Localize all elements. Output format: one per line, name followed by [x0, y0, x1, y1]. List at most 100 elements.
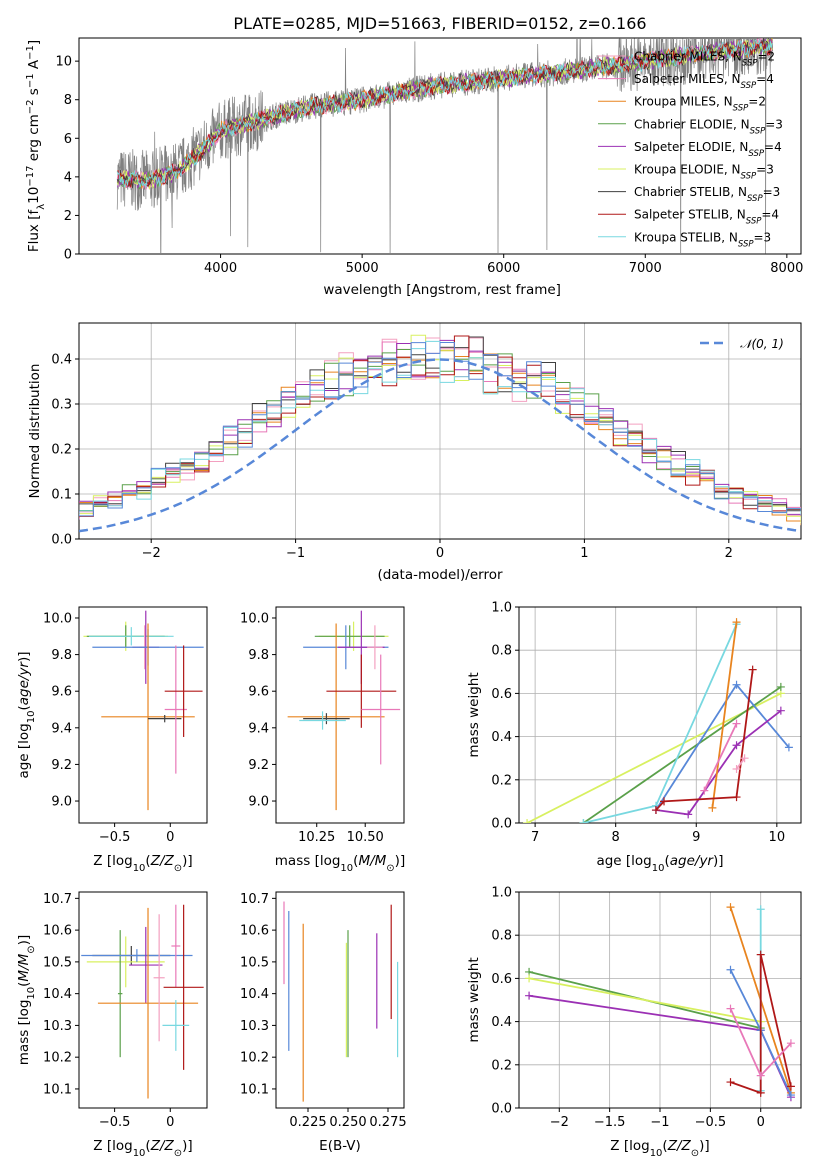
label-part: ⊙ [691, 1148, 699, 1159]
legend-value: =2 [757, 50, 775, 64]
y-tick-label: 0.4 [51, 353, 72, 368]
legend-entry: Kroupa STELIB, NSSP=3 [634, 230, 771, 249]
label-part: )] [699, 1138, 710, 1154]
x-axis-label: E(B-V) [319, 1138, 361, 1154]
errorbar [101, 623, 195, 811]
label-part: Z/Z [150, 853, 175, 869]
errorbar [163, 904, 204, 1070]
y-tick-label: 1.0 [491, 601, 512, 616]
y-tick-label: 10.6 [43, 924, 72, 939]
x-tick-label: 0 [166, 1115, 174, 1130]
y-tick-label: 9.8 [51, 648, 72, 663]
weight-marker [786, 1039, 795, 1048]
weight-marker [756, 1071, 765, 1080]
y-tick-label: 10.2 [43, 1051, 72, 1066]
x-tick-label: 8 [612, 830, 620, 845]
legend-value: =2 [748, 95, 766, 109]
weight-series-line [703, 723, 738, 791]
y-tick-label: 0.0 [491, 817, 512, 832]
residual-histogram-step [79, 335, 801, 519]
x-tick-label: 10 [769, 830, 786, 845]
weight-marker [756, 905, 765, 914]
legend-name: Salpeter ELODIE, N [634, 140, 748, 154]
label-part: −2 [25, 99, 36, 114]
weight-marker [726, 903, 735, 912]
age-vs-mass-panel: 10.25 10.50 9.0 9.2 9.4 9.6 9.8 10.0 mass [log10… [240, 606, 405, 874]
x-tick-label: 7 [531, 830, 539, 845]
label-part: −17 [25, 166, 36, 187]
errorbars [81, 904, 204, 1099]
legend-entry: Chabrier ELODIE, NSSP=3 [634, 117, 783, 136]
label-part: mass [log [16, 1000, 32, 1066]
y-tick-label: 0.2 [491, 1058, 512, 1073]
y-tick-label: 10.0 [240, 611, 269, 626]
legend-name: Chabrier MILES, N [634, 50, 742, 64]
weight-series-line [655, 709, 782, 816]
weight-marker [726, 1004, 735, 1013]
x-tick-label: 8000 [770, 261, 803, 276]
mass-vs-metallicity-panel: −0.5 010.110.210.310.410.510.610.7Z [log1… [16, 891, 208, 1159]
legend-name: Kroupa MILES, N [634, 95, 733, 109]
weight-series-line [730, 954, 792, 1095]
label-part: ⊙ [174, 1148, 182, 1159]
legend-sub: SSP [747, 194, 763, 204]
x-tick-label: 1 [580, 546, 588, 561]
y-tick-label: 9.4 [51, 721, 72, 736]
x-tick-label: −0.5 [695, 1115, 727, 1130]
spectrum-traces [116, 38, 774, 254]
x-tick-label: 6000 [487, 261, 520, 276]
legend-value: =4 [761, 208, 779, 222]
x-tick-label: 0 [436, 546, 444, 561]
label-part: age [log [16, 723, 32, 778]
legend-entry: Salpeter STELIB, NSSP=4 [634, 208, 779, 227]
weight-marker [786, 1091, 795, 1100]
x-tick-label: −1 [650, 1115, 669, 1130]
label-part: age [log [596, 853, 651, 869]
errorbar [86, 936, 165, 988]
axes-frame [275, 606, 405, 824]
label-part: Normed distribution [27, 364, 43, 499]
legend-entry: Kroupa MILES, NSSP=2 [634, 95, 766, 114]
label-part: Flux [f [26, 209, 42, 253]
figure-title: PLATE=0285, MJD=51663, FIBERID=0152, z=0… [233, 14, 646, 33]
errorbar [117, 930, 123, 1058]
x-tick-label: 4000 [204, 261, 237, 276]
x-tick-label: 0 [166, 830, 174, 845]
weight-series-line [582, 686, 782, 823]
weight-vs-metallicity-panel: −2 −1.5 −1 −0.5 0 0.0 0.2 0.4 0.6 0.8 1.0 Z [log10(… [466, 886, 802, 1159]
legend-sub: SSP [741, 172, 757, 182]
label-part: λ [36, 204, 47, 210]
y-tick-label: 0.4 [491, 730, 512, 745]
x-tick-label: −0.5 [99, 830, 131, 845]
legend-sub: SSP [733, 104, 749, 114]
errorbars [83, 610, 204, 811]
gaussian-reference-curve [79, 358, 801, 533]
label-part: ⊙ [174, 863, 182, 874]
errorbar [81, 949, 193, 962]
x-tick-label: 0.275 [369, 1115, 406, 1130]
label-part: )] [16, 935, 32, 946]
y-axis-label: mass weight [466, 672, 482, 757]
x-axis-label: age [log10(age/yr)] [596, 853, 723, 874]
y-tick-label: 10.1 [43, 1082, 72, 1097]
label-part: 10 [26, 711, 37, 724]
y-tick-label: 9.6 [248, 685, 269, 700]
weight-marker [732, 719, 741, 728]
y-tick-label: 0.1 [51, 488, 72, 503]
x-tick-label: −0.5 [99, 1115, 131, 1130]
label-part: )] [713, 853, 724, 869]
label-part: s [26, 88, 42, 99]
weight-lines [523, 618, 793, 823]
label-part: A [26, 59, 42, 73]
axes-frame [518, 891, 802, 1109]
weight-series-line [735, 757, 746, 770]
label-part: ( [662, 1138, 667, 1154]
label-part: ⊙ [386, 863, 394, 874]
legend-sub: SSP [748, 149, 764, 159]
label-part: )] [182, 1138, 193, 1154]
residual-histogram-step [79, 337, 801, 517]
residual-histogram-step [79, 341, 801, 515]
y-tick-label: 4 [64, 170, 72, 185]
label-part: Z [log [610, 1138, 649, 1154]
